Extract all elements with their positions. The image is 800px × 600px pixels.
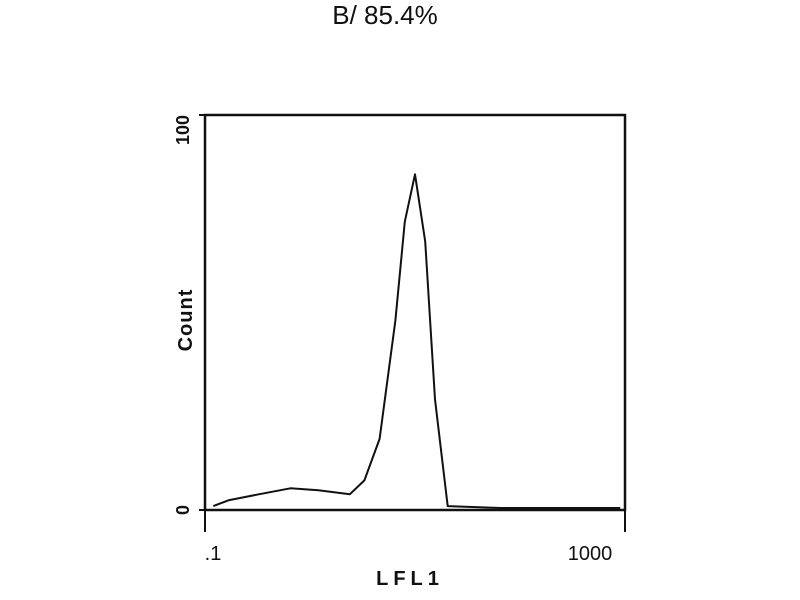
chart-title: B/ 85.4% <box>332 0 438 30</box>
y-tick-label: 100 <box>173 115 193 145</box>
plot-frame <box>203 113 627 512</box>
histogram-line <box>212 173 621 509</box>
y-tick-label: 0 <box>173 505 193 515</box>
x-axis-label: LFL1 <box>376 568 444 590</box>
x-tick-label: .1 <box>205 543 222 565</box>
x-tick-label: 1000 <box>568 543 613 565</box>
y-axis-label: Count <box>175 289 197 352</box>
